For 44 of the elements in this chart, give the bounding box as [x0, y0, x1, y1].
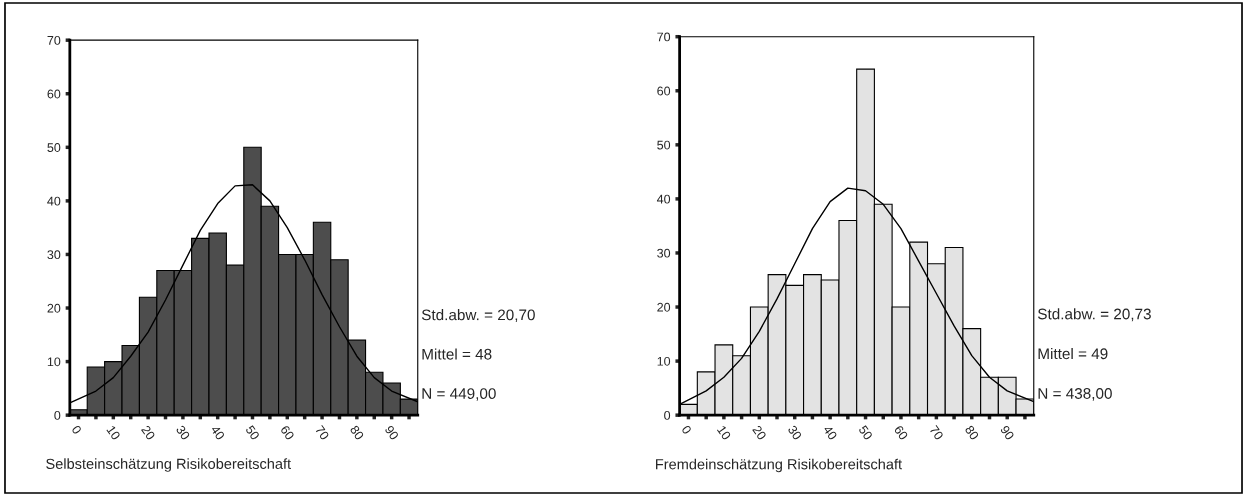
y-tick-label: 10 [47, 357, 61, 367]
x-tick-label: 90 [1000, 424, 1015, 441]
x-tick-label: 0 [71, 424, 82, 435]
text: Mittel = 48 [422, 348, 492, 360]
y-tick-label: 20 [657, 302, 671, 312]
y-tick-label: 10 [657, 356, 671, 366]
y-tick-label: 30 [657, 248, 671, 258]
x-tick-label: 10 [716, 425, 732, 441]
x-tick-label: 60 [893, 424, 909, 441]
x-tick-label: 30 [175, 424, 191, 441]
x-tick-label: 40 [822, 424, 838, 441]
y-tick-label: 20 [47, 303, 61, 313]
x-tick-label: 20 [752, 424, 767, 441]
x-axis-title: Fremdeinschätzung Risikobereitschaft [656, 458, 902, 473]
x-tick-label: 60 [280, 424, 295, 441]
x-axis-title: Selbsteinschätzung Risikobereitschaft [46, 458, 291, 472]
x-tick-label: 10 [106, 425, 121, 441]
y-tick-label: 30 [47, 250, 61, 260]
text: Std.abw. = 20,73 [1038, 308, 1151, 322]
x-tick-label: 90 [384, 424, 400, 441]
x-tick-label: 0 [681, 424, 692, 435]
x-tick-label: 40 [210, 424, 226, 441]
x-tick-label: 30 [787, 424, 803, 441]
y-tick-label: 40 [656, 194, 671, 204]
x-tick-label: 70 [314, 424, 330, 441]
text: Mittel = 49 [1038, 347, 1108, 360]
y-tick-label: 60 [657, 86, 671, 96]
y-tick-label: 70 [47, 35, 61, 45]
y-tick-label: 60 [47, 89, 61, 99]
x-tick-label: 50 [245, 424, 260, 441]
y-tick-label: 70 [657, 32, 671, 42]
y-tick-label: 0 [54, 410, 61, 420]
x-tick-label: 80 [349, 424, 365, 441]
y-tick-label: 0 [664, 410, 671, 420]
y-tick-label: 50 [47, 143, 61, 152]
x-tick-label: 20 [140, 424, 156, 441]
x-tick-label: 80 [964, 424, 980, 441]
y-tick-label: 40 [47, 196, 61, 206]
text: Std.abw. = 20,70 [421, 309, 535, 323]
y-tick-label: 50 [657, 140, 671, 150]
x-tick-label: 70 [929, 424, 944, 441]
text: N = 438,00 [1038, 388, 1112, 401]
text: N = 449,00 [422, 388, 496, 401]
x-tick-label: 50 [858, 424, 873, 441]
